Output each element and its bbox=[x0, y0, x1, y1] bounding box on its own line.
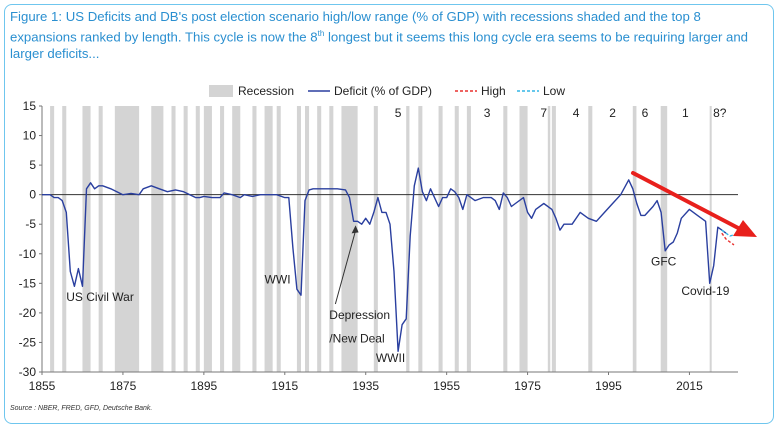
x-tick-label: 1855 bbox=[29, 379, 56, 393]
y-tick-label: 15 bbox=[23, 99, 37, 113]
expansion-rank-label: 5 bbox=[395, 106, 402, 120]
source-note: Source : NBER, FRED, GFD, Deutsche Bank. bbox=[10, 405, 153, 412]
series-line-low bbox=[721, 229, 735, 237]
event-annotation: Covid-19 bbox=[681, 284, 729, 298]
legend-swatch-recession bbox=[209, 85, 233, 97]
recession-band bbox=[317, 106, 322, 372]
x-tick-label: 1995 bbox=[595, 379, 622, 393]
legend-label-high: High bbox=[481, 84, 506, 98]
figure-title: Figure 1: US Deficits and DB's post elec… bbox=[10, 9, 748, 62]
event-annotation: US Civil War bbox=[66, 290, 134, 304]
recession-band bbox=[98, 106, 103, 372]
recession-band bbox=[220, 106, 225, 372]
recession-band bbox=[547, 106, 551, 372]
recession-band bbox=[709, 106, 712, 372]
x-tick-label: 1895 bbox=[191, 379, 218, 393]
recession-band bbox=[82, 106, 91, 372]
recession-band bbox=[632, 106, 637, 372]
legend-label-deficit: Deficit (% of GDP) bbox=[334, 84, 432, 98]
legend-label-low: Low bbox=[543, 84, 565, 98]
y-tick-label: 5 bbox=[29, 158, 36, 172]
recession-band bbox=[114, 106, 140, 372]
trend-arrow-head bbox=[733, 220, 757, 237]
y-tick-label: -30 bbox=[19, 365, 37, 379]
recession-band bbox=[466, 106, 471, 372]
recession-bands bbox=[50, 106, 712, 372]
recession-band bbox=[329, 106, 334, 372]
recession-band bbox=[519, 106, 528, 372]
expansion-rank-label: 8? bbox=[713, 106, 727, 120]
x-tick-label: 2015 bbox=[676, 379, 703, 393]
x-tick-label: 1875 bbox=[110, 379, 137, 393]
recession-band bbox=[62, 106, 67, 372]
x-tick-label: 1955 bbox=[433, 379, 460, 393]
depression-pointer-line bbox=[334, 230, 357, 305]
y-tick-label: -20 bbox=[19, 306, 37, 320]
event-annotation: /New Deal bbox=[329, 331, 384, 345]
recession-band bbox=[195, 106, 200, 372]
x-tick-label: 1935 bbox=[352, 379, 379, 393]
recession-band bbox=[551, 106, 556, 372]
recession-band bbox=[296, 106, 301, 372]
event-annotation: WWI bbox=[265, 272, 291, 286]
recession-band bbox=[454, 106, 459, 372]
expansion-rank-label: 4 bbox=[573, 106, 580, 120]
series-lines bbox=[42, 167, 735, 352]
recession-band bbox=[264, 106, 273, 372]
y-tick-label: -5 bbox=[25, 217, 36, 231]
y-tick-label: -25 bbox=[19, 335, 37, 349]
recession-band bbox=[503, 106, 508, 372]
y-tick-label: 0 bbox=[29, 188, 36, 202]
y-tick-label: 10 bbox=[23, 129, 37, 143]
y-tick-label: -10 bbox=[19, 247, 37, 261]
event-annotation: Depression bbox=[329, 308, 390, 322]
trend-arrow-shaft bbox=[631, 171, 744, 232]
event-annotation: GFC bbox=[651, 255, 677, 269]
recession-band bbox=[418, 106, 423, 372]
recession-band bbox=[588, 106, 593, 372]
recession-band bbox=[276, 106, 281, 372]
expansion-rank-label: 6 bbox=[642, 106, 649, 120]
y-tick-label: -15 bbox=[19, 276, 37, 290]
recession-band bbox=[305, 106, 310, 372]
x-tick-label: 1975 bbox=[514, 379, 541, 393]
expansion-rank-label: 1 bbox=[682, 106, 689, 120]
expansion-rank-label: 7 bbox=[540, 106, 547, 120]
recession-band bbox=[151, 106, 164, 372]
depression-pointer-head bbox=[351, 225, 359, 234]
recession-band bbox=[438, 106, 443, 372]
legend: Recession Deficit (% of GDP) High Low bbox=[209, 84, 565, 98]
x-tick-label: 1915 bbox=[271, 379, 298, 393]
recession-band bbox=[50, 106, 55, 372]
recession-band bbox=[232, 106, 241, 372]
event-annotation: WWII bbox=[376, 351, 405, 365]
series-line-deficit-of-gdp bbox=[42, 167, 727, 352]
recession-band bbox=[171, 106, 176, 372]
legend-label-recession: Recession bbox=[238, 84, 294, 98]
recession-band bbox=[203, 106, 212, 372]
recession-band bbox=[252, 106, 257, 372]
recession-band bbox=[373, 106, 378, 372]
recession-band bbox=[183, 106, 188, 372]
annotations: 5 3 7 4 2 6 1 8? US Civil War WWI Depression/New D… bbox=[66, 106, 757, 365]
expansion-rank-label: 2 bbox=[609, 106, 616, 120]
expansion-rank-label: 3 bbox=[484, 106, 491, 120]
recession-band bbox=[406, 106, 410, 372]
recession-band bbox=[341, 106, 358, 372]
